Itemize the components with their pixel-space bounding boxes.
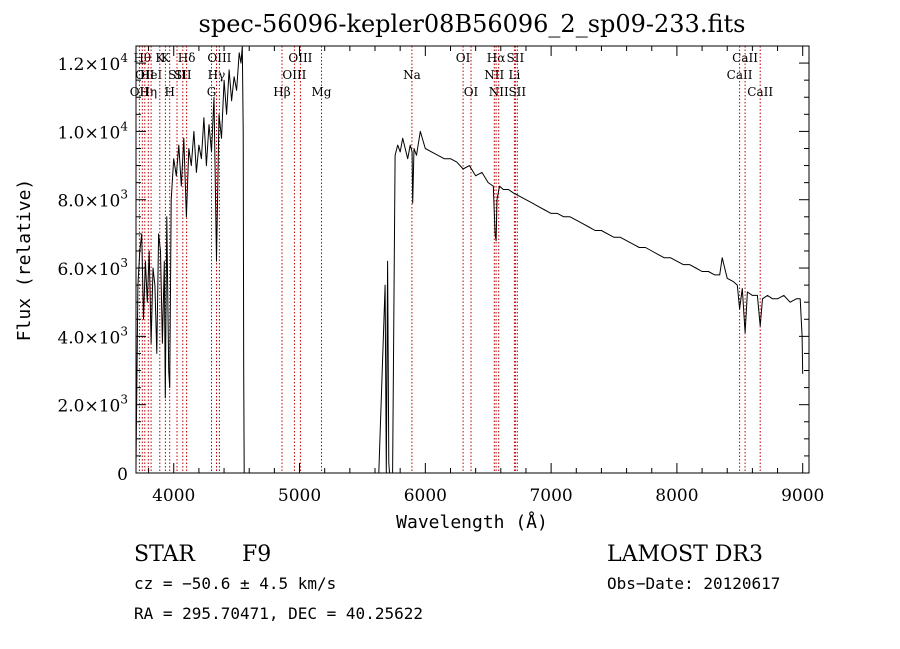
line-marker-label-26: SII [508, 85, 526, 99]
line-marker-label-15: OIII [282, 68, 306, 82]
y-tick-labels: 0 2.0×103 4.0×103 6.0×103 8.0×103 1.0×104 1.2×… [57, 51, 128, 485]
obs-date-text: Obs−Date: 20120617 [607, 574, 780, 593]
line-marker-label-11: G [207, 85, 217, 99]
x-tick-label-7000: 7000 [529, 486, 572, 506]
y-tick-label-12000: 1.2×104 [57, 51, 128, 75]
line-marker-label-18: Na [403, 68, 421, 82]
x-tick-label-6000: 6000 [404, 486, 447, 506]
survey-name: LAMOST DR3 [607, 542, 763, 567]
line-marker-label-21: NII [484, 68, 504, 82]
line-marker-label-5: K [155, 51, 165, 65]
line-marker-label-28: CaII [732, 51, 758, 65]
line-marker-label-27: CaII [727, 68, 753, 82]
line-marker-label-24: Li [508, 68, 520, 82]
object-class: STAR [134, 542, 196, 567]
x-tick-label-9000: 9000 [781, 486, 824, 506]
x-tick-label-4000: 4000 [152, 486, 195, 506]
line-marker-label-6: K [161, 51, 171, 65]
line-marker-label-13: OIII [207, 51, 231, 65]
redshift-text: cz = −50.6 ± 4.5 km/s [134, 574, 336, 593]
y-tick-label-6000: 6.0×103 [57, 256, 128, 280]
line-marker-label-8: SII [168, 68, 186, 82]
axis-ticks [136, 45, 809, 474]
line-marker-label-12: Hγ [208, 68, 226, 82]
line-marker-label-16: OIII [288, 51, 312, 65]
x-tick-label-5000: 5000 [278, 486, 321, 506]
line-marker-label-25: SII [507, 51, 525, 65]
y-tick-label-2000: 2.0×103 [57, 393, 128, 417]
x-tick-labels: 4000 5000 6000 7000 8000 9000 [152, 486, 824, 506]
plot-frame [135, 45, 810, 474]
line-marker-label-2: OII [135, 68, 155, 82]
y-tick-label-10000: 1.0×104 [57, 119, 128, 143]
line-marker-label-9: SII [174, 68, 192, 82]
series-layer [135, 45, 804, 474]
line-marker-label-1: Hθ [133, 51, 151, 65]
line-marker-label-17: Mg [312, 85, 332, 99]
series-line-spectrum [135, 45, 804, 474]
line-marker-label-7: H [164, 85, 174, 99]
coordinates-text: RA = 295.70471, DEC = 40.25622 [134, 604, 423, 623]
line-marker-label-14: Hβ [273, 85, 290, 99]
spectral-subclass: F9 [242, 542, 271, 567]
line-marker-label-22: Hα [487, 51, 506, 65]
line-marker-label-20: OI [464, 85, 479, 99]
x-axis-label: Wavelength (Å) [396, 511, 548, 533]
y-tick-label-4000: 4.0×103 [57, 324, 128, 348]
y-tick-label-8000: 8.0×103 [57, 188, 128, 212]
y-tick-label-0: 0 [117, 465, 128, 485]
line-marker-label-10: Hδ [178, 51, 196, 65]
line-marker-label-29: CaII [747, 85, 773, 99]
chart-title: spec-56096-kepler08B56096_2_sp09-233.fit… [199, 10, 746, 38]
line-marker-label-3: Hη [139, 85, 157, 99]
line-marker-label-4: HeI [140, 68, 163, 82]
y-axis-label: Flux (relative) [14, 179, 35, 342]
line-marker-label-19: OI [456, 51, 471, 65]
x-tick-label-8000: 8000 [655, 486, 698, 506]
line-marker-label-23: NII [489, 85, 509, 99]
line-markers: OIIHθOIIHηHeIKKHSIISIIHδGHγOIIIHβOIIIOII… [130, 46, 773, 473]
